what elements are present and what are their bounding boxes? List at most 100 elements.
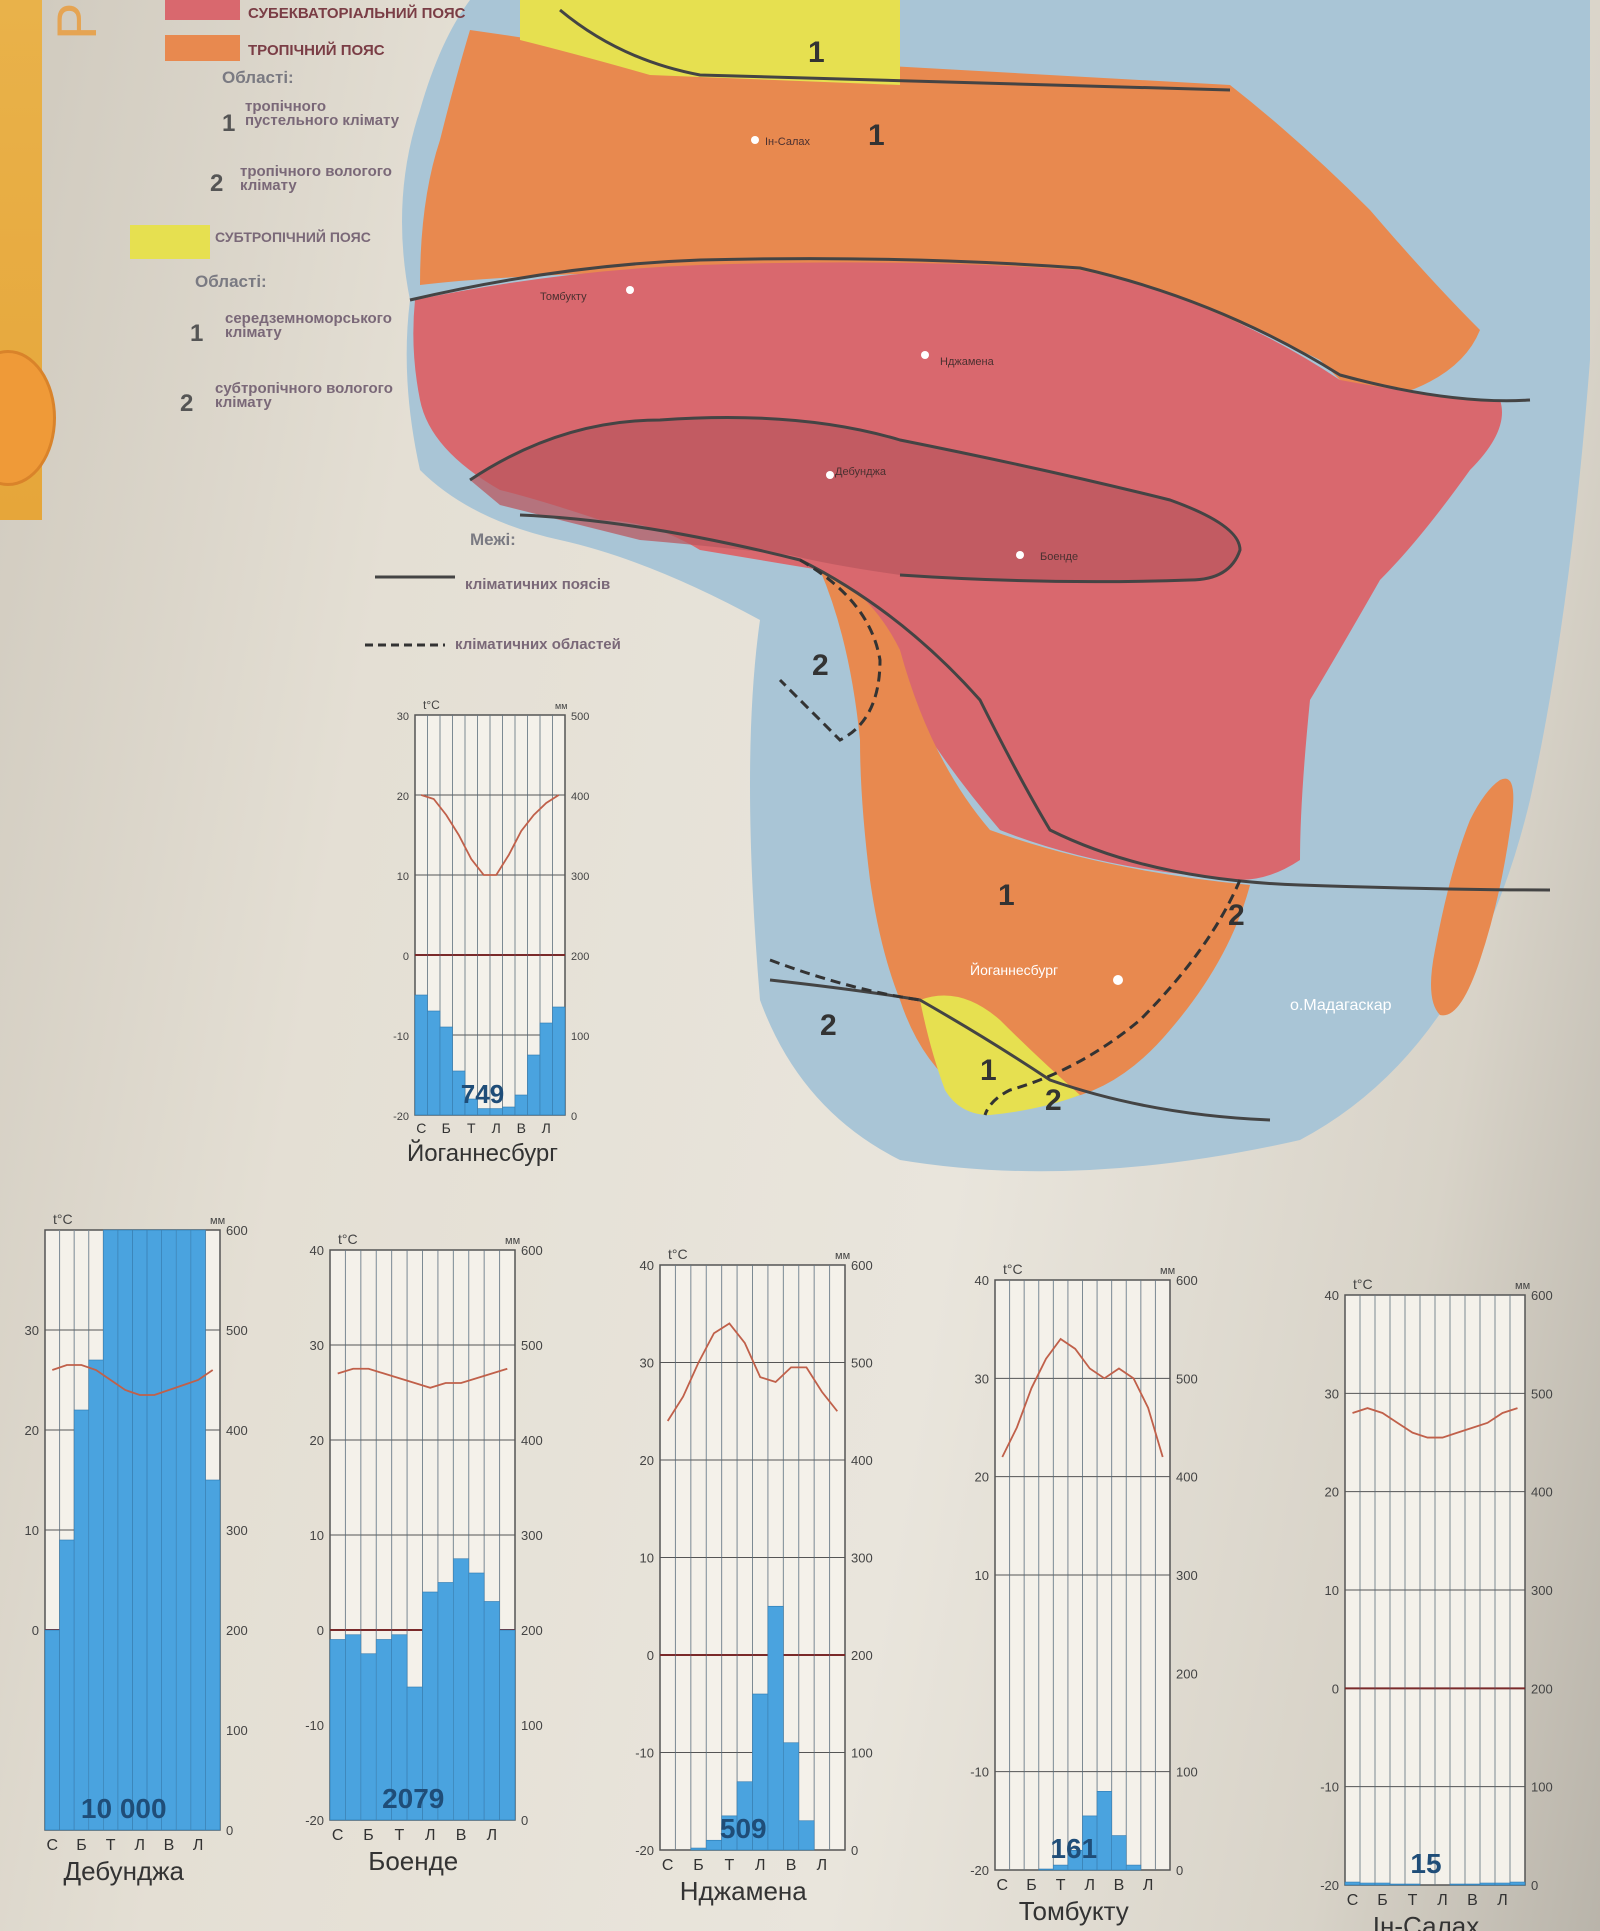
south-subtropical-zone [920,995,1080,1115]
temperature-tick-label: 40 [975,1273,989,1288]
temperature-tick-label: 30 [25,1323,39,1338]
boende-dot [1016,551,1024,559]
precipitation-bar [1344,1881,1361,1886]
precipitation-bar [539,1022,553,1116]
precipitation-bar [345,1634,362,1821]
map-label-boende: Боенде [1040,551,1078,563]
temperature-unit-label: t°C [668,1246,688,1262]
tropical-swatch [165,35,240,61]
temperature-line [420,794,560,876]
precipitation-tick-label: 400 [1176,1470,1198,1485]
north-subtropical-zone [520,0,900,85]
subtropical-belt-label: СУБТРОПІЧНИЙ ПОЯС [215,229,371,245]
belt-border-north [559,8,1231,92]
subtropical-region2-label: субтропічного вологого клімату [215,380,393,411]
precipitation-tick-label: 100 [226,1723,248,1738]
month-label: С [662,1857,674,1874]
annual-precipitation-label: 2079 [382,1783,444,1814]
precipitation-tick-label: 200 [851,1648,873,1663]
precipitation-tick-label: 100 [851,1746,873,1761]
precipitation-bar [161,1229,177,1831]
precipitation-bar [1404,1883,1421,1886]
precipitation-tick-label: 300 [226,1523,248,1538]
precipitation-bar [483,1601,500,1821]
region-border-sample [365,643,445,647]
temperature-tick-label: -20 [970,1863,989,1878]
precipitation-bar [329,1639,346,1821]
precipitation-tick-label: 100 [571,1031,589,1043]
temperature-tick-label: 20 [640,1453,654,1468]
climate-chart-tombouctou: 40 30 20 10 -10 -20 600 500 400 300 200 100 0 t°C мм С Б… [970,1261,1198,1926]
month-label: Л [1497,1892,1508,1909]
month-label: Л [487,1827,498,1844]
precipitation-bar [502,1106,516,1116]
temperature-tick-label: 20 [310,1433,324,1448]
month-label: Б [1377,1892,1388,1909]
month-label: В [786,1857,797,1874]
precipitation-unit-label: мм [555,701,567,711]
precipitation-unit-label: мм [210,1215,225,1227]
precipitation-tick-label: 500 [226,1323,248,1338]
temperature-tick-label: -10 [1320,1780,1339,1795]
station-name: Йоганнесбург [407,1139,558,1167]
region-number-cape-humid: 2 [1045,1084,1062,1117]
precipitation-tick-label: 500 [1176,1371,1198,1386]
month-label: Т [394,1827,404,1844]
map-label-madagascar: о.Мадагаскар [1290,997,1392,1014]
precipitation-bar [205,1479,221,1831]
precipitation-bar [499,1629,516,1821]
precipitation-tick-label: 500 [1531,1386,1553,1401]
precipitation-tick-label: 400 [521,1433,543,1448]
precipitation-tick-label: 400 [851,1453,873,1468]
belt-border-label: кліматичних поясів [465,576,611,593]
subtropical-region1-number: 1 [190,320,204,347]
precipitation-tick-label: 400 [226,1423,248,1438]
precipitation-unit-label: мм [1515,1280,1530,1292]
precipitation-tick-label: 600 [521,1243,543,1258]
annual-precipitation-label: 509 [720,1813,767,1844]
precipitation-bar [489,1108,503,1116]
temperature-line [666,1322,838,1422]
precipitation-bar [1389,1883,1406,1886]
precipitation-tick-label: 400 [1531,1485,1553,1500]
region-number-kalahari: 1 [998,879,1015,912]
tropical-regions-heading: Області: [222,68,294,87]
precipitation-bar [1053,1864,1069,1871]
precipitation-bar [103,1229,119,1831]
temperature-tick-label: 30 [310,1338,324,1353]
month-label: Б [363,1827,374,1844]
temperature-tick-label: 10 [975,1568,989,1583]
precipitation-tick-label: 100 [1531,1780,1553,1795]
precipitation-bar [190,1229,206,1831]
precipitation-tick-label: 0 [226,1823,233,1838]
temperature-unit-label: t°C [53,1211,73,1227]
precipitation-tick-label: 300 [1531,1583,1553,1598]
precipitation-bar [427,1010,441,1116]
temperature-tick-label: 40 [1325,1288,1339,1303]
precipitation-bar [117,1229,133,1831]
annual-precipitation-label: 161 [1050,1833,1097,1864]
precipitation-bar [146,1229,162,1831]
precipitation-bar [1494,1882,1511,1886]
precipitation-bar [1464,1883,1481,1886]
map-label-tombouctou: Томбукту [540,291,587,303]
precipitation-tick-label: 300 [1176,1568,1198,1583]
precipitation-bar [175,1229,192,1831]
precipitation-bar [1374,1882,1391,1886]
temperature-unit-label: t°C [1003,1261,1023,1277]
belt-border-sahel [409,257,1531,403]
temperature-tick-label: 30 [640,1356,654,1371]
station-name: Дебунджа [64,1856,185,1886]
month-label: Л [1437,1892,1448,1909]
temperature-tick-label: -20 [305,1813,324,1828]
precipitation-tick-label: 500 [521,1338,543,1353]
month-label: Л [492,1120,501,1136]
month-label: Л [135,1837,146,1854]
temperature-tick-label: 20 [397,791,409,803]
temperature-tick-label: 0 [647,1648,654,1663]
temperature-tick-label: 40 [310,1243,324,1258]
precipitation-tick-label: 600 [851,1258,873,1273]
precipitation-tick-label: 100 [1176,1765,1198,1780]
month-label: Л [755,1857,766,1874]
tropical-region1-label: тропічного пустельного клімату [245,98,400,129]
